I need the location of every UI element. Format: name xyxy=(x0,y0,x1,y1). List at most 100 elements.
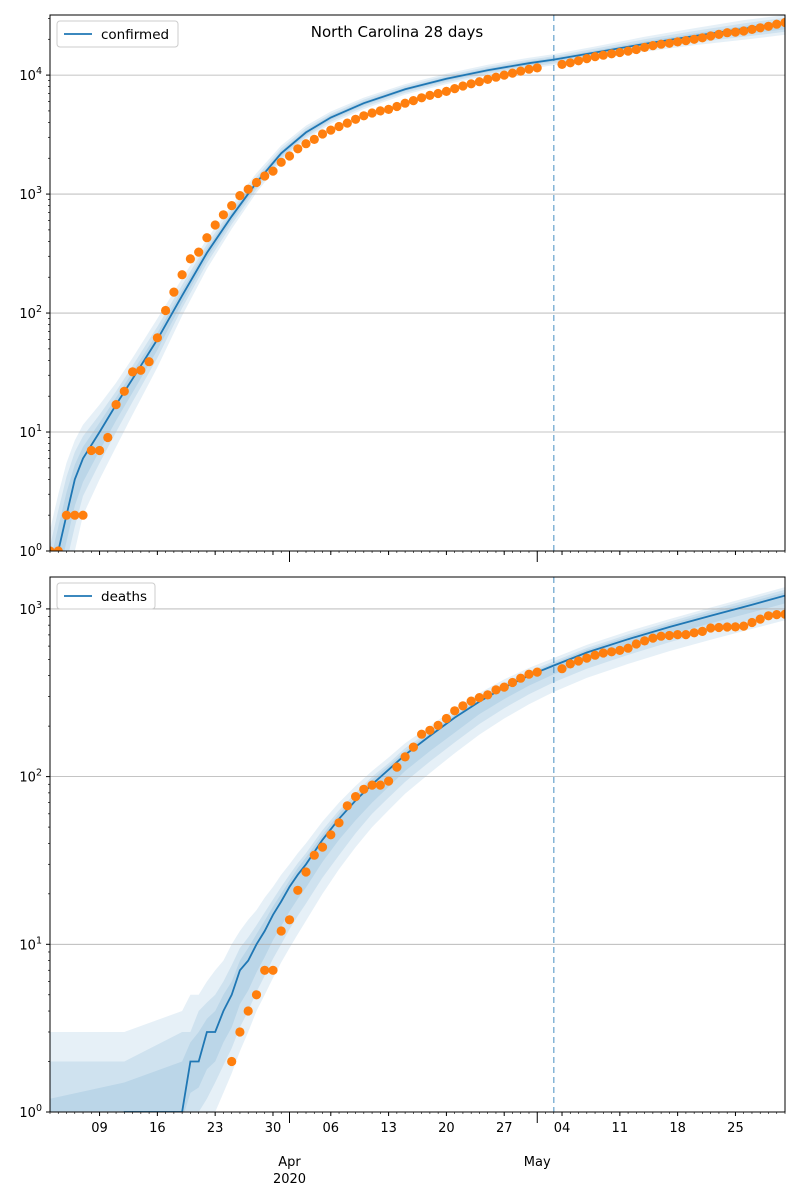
observed-point xyxy=(227,1056,237,1067)
observed-point xyxy=(507,68,518,78)
observed-point xyxy=(50,546,55,551)
observed-point xyxy=(400,752,410,762)
confirmed-uncertainty-bands xyxy=(50,15,785,551)
observed-point xyxy=(86,445,96,456)
y-tick-label: 102 xyxy=(19,768,42,786)
observed-point xyxy=(218,210,228,220)
observed-point xyxy=(689,628,699,638)
observed-point xyxy=(697,33,708,43)
observed-point xyxy=(243,184,253,194)
observed-point xyxy=(152,333,162,343)
observed-point xyxy=(772,610,782,620)
observed-point xyxy=(532,667,542,677)
observed-point xyxy=(524,64,534,74)
observed-point xyxy=(260,171,270,181)
observed-point xyxy=(177,270,187,280)
observed-point xyxy=(227,201,237,211)
observed-point xyxy=(128,367,138,377)
x-tick-label: 16 xyxy=(149,1121,166,1136)
observed-point xyxy=(648,41,658,51)
observed-point xyxy=(202,233,212,243)
observed-point xyxy=(375,106,385,116)
y-tick-label: 102 xyxy=(19,304,42,322)
observed-point xyxy=(780,609,785,619)
x-month-label: Apr xyxy=(278,1155,301,1170)
observed-point xyxy=(375,780,385,790)
observed-point xyxy=(334,818,344,828)
confirmed-observed-points xyxy=(50,17,785,551)
observed-point xyxy=(309,134,319,144)
observed-point xyxy=(755,23,765,33)
observed-point xyxy=(144,357,154,367)
observed-point xyxy=(450,84,460,94)
x-tick-label: 25 xyxy=(727,1121,744,1136)
observed-point xyxy=(408,742,418,752)
y-tick-label: 101 xyxy=(19,423,42,441)
observed-point xyxy=(615,47,625,58)
observed-point xyxy=(499,682,509,692)
observed-point xyxy=(169,287,179,297)
observed-point xyxy=(590,650,600,660)
observed-point xyxy=(466,79,476,89)
observed-point xyxy=(623,46,633,56)
observed-point xyxy=(714,622,724,633)
observed-point xyxy=(367,780,377,790)
observed-point xyxy=(739,621,749,631)
confirmed-panel: 100 101 102 103 104 confirmed North Carolina… xyxy=(19,14,786,562)
observed-point xyxy=(235,191,245,201)
observed-point xyxy=(384,776,394,786)
observed-point xyxy=(474,693,484,703)
observed-point xyxy=(557,59,567,69)
observed-point xyxy=(425,90,435,100)
observed-point xyxy=(251,990,262,1000)
observed-point xyxy=(557,664,567,674)
observed-point xyxy=(598,648,608,658)
observed-point xyxy=(780,17,785,28)
observed-point xyxy=(466,696,476,706)
uncertainty-band-1 xyxy=(50,587,785,1112)
y-tick-label: 103 xyxy=(19,185,42,203)
observed-point xyxy=(235,1027,245,1037)
x-tick-label: 11 xyxy=(612,1121,629,1136)
deaths-observed-points xyxy=(227,609,785,1067)
observed-point xyxy=(450,706,460,716)
observed-point xyxy=(119,386,129,396)
legend-box xyxy=(56,20,179,48)
observed-point xyxy=(598,50,608,60)
observed-point xyxy=(441,86,451,96)
observed-point xyxy=(243,1006,253,1016)
observed-point xyxy=(268,166,278,176)
observed-point xyxy=(251,177,262,188)
observed-point xyxy=(648,633,658,643)
y-tick-label: 100 xyxy=(19,542,42,560)
observed-point xyxy=(268,965,278,975)
chart-title: North Carolina 28 days xyxy=(311,23,484,41)
observed-point xyxy=(276,926,286,936)
observed-point xyxy=(615,645,625,656)
observed-point xyxy=(301,139,311,149)
observed-point xyxy=(491,685,501,695)
plot-area-deaths xyxy=(50,577,785,1112)
observed-point xyxy=(342,118,352,128)
y-tick-label: 100 xyxy=(19,1103,42,1121)
observed-point xyxy=(681,36,691,46)
observed-point xyxy=(722,28,732,38)
observed-point xyxy=(417,729,427,739)
x-tick-label: 09 xyxy=(91,1121,108,1136)
observed-point xyxy=(392,762,402,772)
observed-point xyxy=(590,52,600,62)
observed-point xyxy=(309,850,319,860)
observed-point xyxy=(664,630,675,641)
observed-point xyxy=(210,220,220,230)
observed-point xyxy=(524,669,534,679)
observed-point xyxy=(772,19,782,29)
confirmed-legend: confirmed xyxy=(56,20,179,48)
x-tick-label: 23 xyxy=(207,1121,224,1136)
observed-point xyxy=(103,432,113,443)
observed-point xyxy=(714,29,724,39)
observed-point xyxy=(301,867,311,877)
observed-point xyxy=(607,647,617,657)
deaths-uncertainty-bands xyxy=(50,587,785,1112)
observed-point xyxy=(433,88,443,99)
